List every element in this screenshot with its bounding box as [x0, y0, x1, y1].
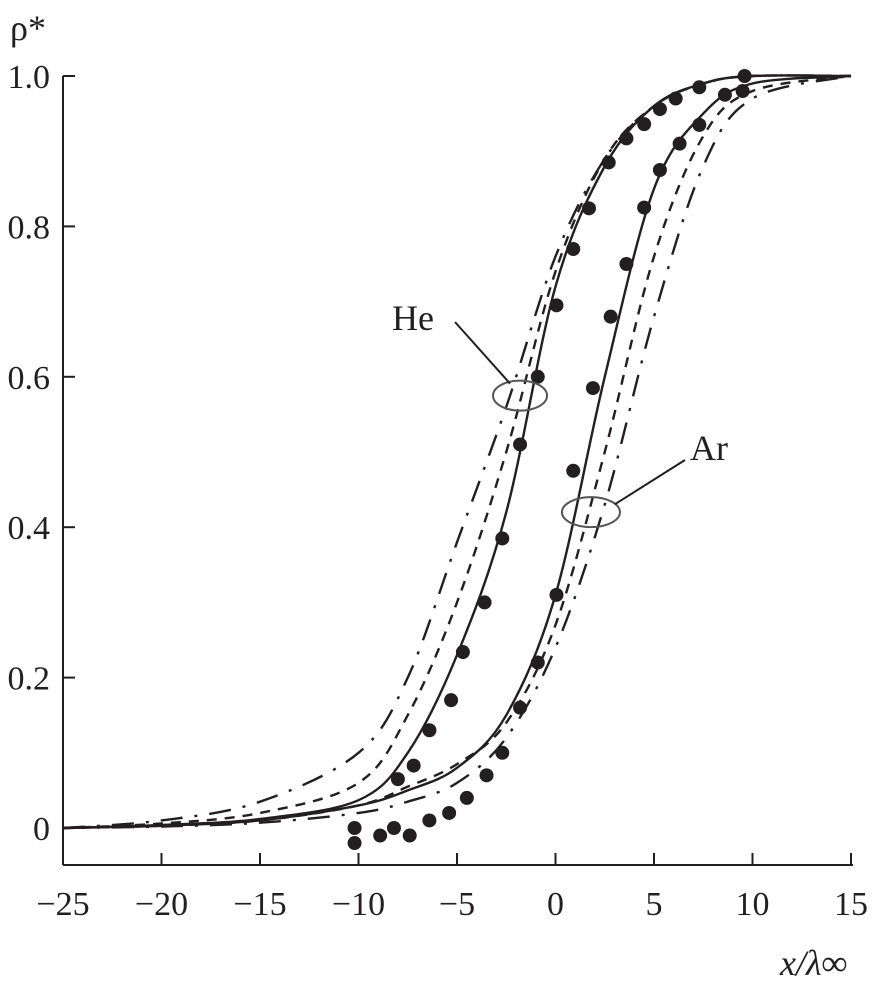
point-he	[455, 645, 470, 660]
point-ar	[652, 163, 667, 177]
point-he	[619, 131, 634, 146]
point-ar	[549, 587, 564, 602]
x-tick-label: −15	[233, 886, 286, 923]
point-ar	[373, 828, 388, 843]
ar-label: Ar	[690, 428, 728, 468]
ar-leader-line	[614, 459, 686, 506]
point-he	[444, 693, 459, 708]
point-he	[637, 117, 652, 132]
point-he	[513, 437, 528, 452]
point-ar	[619, 257, 634, 271]
x-tick-label: −5	[439, 886, 475, 923]
point-he	[390, 772, 405, 787]
point-ar	[717, 87, 732, 102]
x-tick-label: −25	[36, 886, 89, 923]
x-tick-label: 0	[547, 886, 564, 923]
x-tick-label: 5	[646, 886, 663, 923]
y-tick-label: 0.4	[8, 510, 51, 547]
point-ar	[692, 117, 707, 132]
x-tick-label: −20	[135, 886, 188, 923]
y-tick-label: 1.0	[8, 59, 51, 96]
point-he	[406, 758, 421, 773]
point-he	[692, 80, 707, 95]
y-tick-label: 0.2	[8, 661, 51, 698]
point-he	[477, 595, 492, 610]
point-ar	[442, 805, 457, 820]
point-he	[601, 155, 616, 170]
curve-he-solid	[62, 74, 852, 830]
curve-ar-solid	[62, 74, 852, 830]
he-ellipse	[492, 379, 549, 412]
point-ar	[402, 828, 417, 843]
point-ar	[347, 836, 362, 851]
curve-he-dash-dot	[62, 74, 852, 830]
point-ar	[566, 463, 581, 478]
point-he	[530, 369, 545, 384]
point-he	[581, 201, 596, 216]
point-ar	[585, 381, 600, 396]
point-he	[668, 91, 683, 106]
curves	[62, 74, 852, 830]
he-label: He	[392, 298, 434, 338]
point-ar	[386, 821, 401, 835]
point-ar	[735, 84, 750, 99]
point-he	[652, 102, 667, 117]
y-tick-label: 0.8	[8, 209, 51, 246]
point-ar	[603, 309, 618, 324]
curve-he-dashed	[62, 74, 852, 830]
curve-ar-dash-dot	[62, 74, 852, 830]
data-points	[347, 69, 752, 851]
curve-ar-dashed	[62, 74, 852, 830]
point-he	[737, 69, 752, 83]
x-axis-label: x/λ∞	[779, 943, 847, 983]
point-ar	[672, 136, 687, 151]
he-leader-line	[454, 321, 511, 385]
point-ar	[459, 790, 474, 805]
point-he	[495, 531, 510, 546]
point-ar	[422, 813, 437, 828]
point-he	[566, 241, 581, 256]
point-ar	[347, 821, 362, 835]
y-tick-label: 0.6	[8, 360, 51, 397]
x-tick-label: −10	[332, 886, 385, 923]
ar-ellipse	[560, 496, 621, 529]
axes: −25 −20 −15 −10 −5 0 5 10 15 0 0.2 0.4 0.6 0.8 1.0	[8, 59, 869, 923]
point-ar	[530, 655, 545, 670]
point-ar	[637, 200, 652, 215]
point-ar	[513, 700, 528, 715]
point-he	[549, 298, 564, 313]
point-ar	[495, 745, 510, 760]
point-he	[422, 723, 437, 738]
x-tick-label: 15	[834, 886, 868, 923]
x-tick-label: 10	[736, 886, 770, 923]
annotations: He Ar	[392, 298, 728, 529]
point-ar	[479, 768, 494, 783]
y-tick-label: 0	[33, 811, 50, 848]
y-axis-label: ρ*	[10, 8, 46, 48]
